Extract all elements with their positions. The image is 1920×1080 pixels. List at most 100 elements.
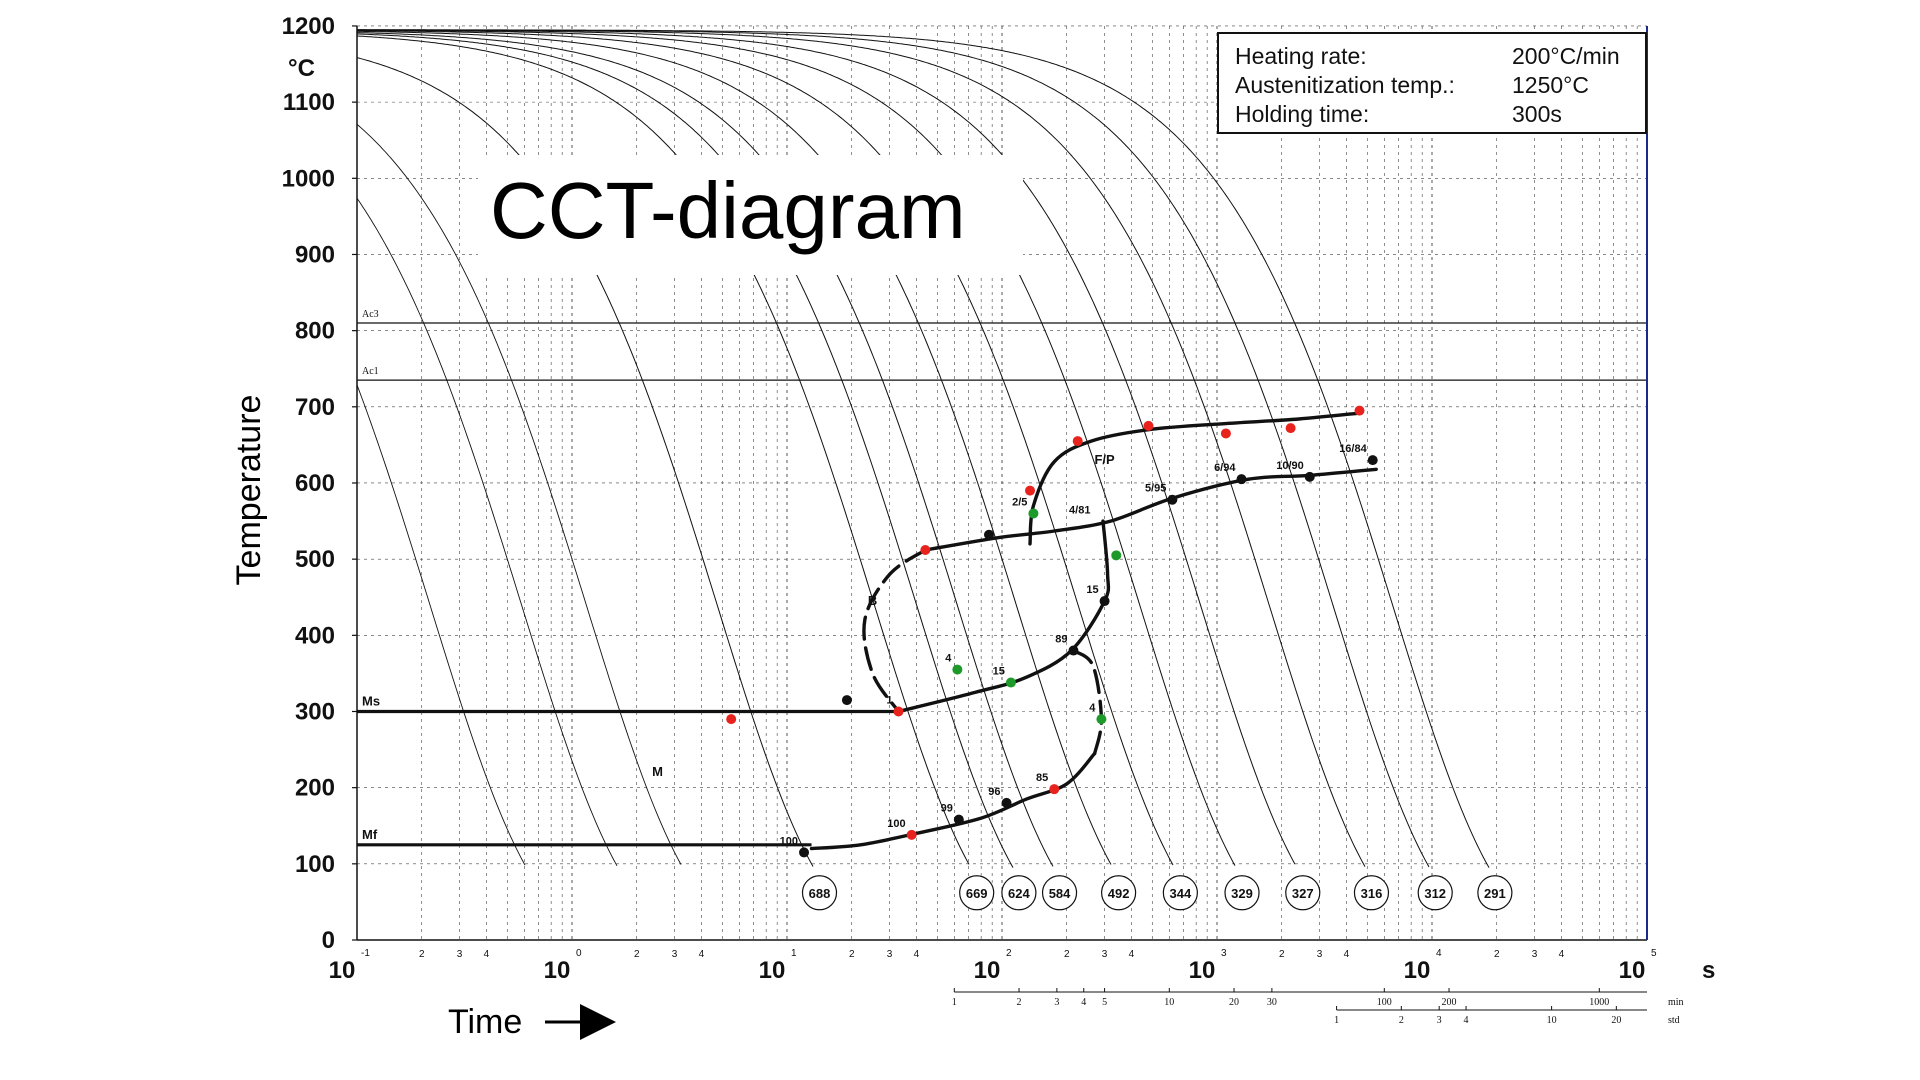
marker-label: 96 xyxy=(988,786,1000,798)
x-axis-title: Time xyxy=(448,1003,522,1041)
grid-layer xyxy=(356,25,1647,940)
hardness-circle xyxy=(1417,875,1453,911)
marker-mid-point xyxy=(952,664,963,675)
info-label-heating-rate: Heating rate: xyxy=(1235,43,1367,69)
cooling-curve-327 xyxy=(357,29,1296,865)
cooling-curve-291 xyxy=(357,29,1490,868)
x-decade-exponent: 4 xyxy=(1436,948,1442,959)
y-tick-label: 1200 xyxy=(282,13,335,40)
x-decade-exponent: 5 xyxy=(1651,948,1657,959)
cooling-curve-344 xyxy=(357,30,1174,866)
minutes-label: 200 xyxy=(1442,997,1457,1008)
marker-end-point xyxy=(1167,494,1178,505)
marker-end-point xyxy=(799,847,810,858)
x-minor-label: 4 xyxy=(699,949,705,960)
hours-unit: std xyxy=(1668,1015,1680,1026)
marker-label: 1 xyxy=(886,694,892,706)
marker-start-point xyxy=(726,714,737,725)
cooling-curve-fast-1 xyxy=(357,384,526,866)
x-axis-unit: s xyxy=(1702,957,1715,984)
hardness-circle xyxy=(1353,875,1390,911)
marker-end-point xyxy=(1099,596,1110,607)
marker-end-point xyxy=(1001,797,1012,808)
marker-start-point xyxy=(906,829,917,840)
title-banner xyxy=(478,155,1023,275)
hours-label: 3 xyxy=(1437,1015,1442,1026)
reference-lines: Ac3 Ac1 Ms Mf xyxy=(357,309,1647,847)
minutes-label: 5 xyxy=(1102,997,1107,1008)
marker-start-point xyxy=(893,706,904,717)
y-axis-title: Temperature xyxy=(230,395,268,586)
hardness-value: 329 xyxy=(1231,886,1253,901)
marker-label: 85 xyxy=(1036,772,1048,784)
hardness-value: 344 xyxy=(1170,886,1192,901)
marker-label: 4 xyxy=(1089,702,1096,714)
hardness-circle xyxy=(1224,875,1260,911)
minutes-label: 1000 xyxy=(1589,997,1609,1008)
boundary-5 xyxy=(809,751,1097,851)
marker-label: 2/5 xyxy=(1012,496,1027,508)
y-tick-label: 1100 xyxy=(283,89,335,116)
marker-label: 5/95 xyxy=(1145,483,1166,495)
marker-label: 100 xyxy=(887,818,905,830)
cooling-curve-584 xyxy=(357,32,1054,867)
x-minor-label: 3 xyxy=(887,949,893,960)
x-decade-label: 10 xyxy=(329,957,356,984)
marker-start-point xyxy=(1049,784,1060,795)
marker-mid-point xyxy=(1111,550,1122,561)
marker-label: 10/90 xyxy=(1276,460,1304,472)
hardness-value: 688 xyxy=(809,886,831,901)
marker-start-point xyxy=(1072,436,1083,447)
phase-label-m: M xyxy=(652,764,663,779)
y-tick-label: 600 xyxy=(295,470,335,497)
y-tick-label: 100 xyxy=(295,851,335,878)
marker-label: 6/94 xyxy=(1214,462,1236,474)
minutes-label: 30 xyxy=(1267,997,1277,1008)
phase-label-b: B xyxy=(868,593,877,608)
x-decade-exponent: 1 xyxy=(791,948,797,959)
marker-end-point xyxy=(1304,471,1315,482)
marker-end-point xyxy=(983,529,994,540)
x-decade-label: 10 xyxy=(544,957,571,984)
hours-label: 20 xyxy=(1611,1015,1621,1026)
info-value-heating-rate: 200°C/min xyxy=(1512,43,1620,69)
x-decade-label: 10 xyxy=(974,957,1001,984)
x-decade-label: 10 xyxy=(1619,957,1646,984)
x-decade-exponent: 3 xyxy=(1221,948,1227,959)
hardness-circle xyxy=(801,875,838,911)
x-minor-label: 4 xyxy=(1344,949,1350,960)
marker-label: 4 xyxy=(945,653,952,665)
marker-end-point xyxy=(1068,645,1079,656)
marker-mid-point xyxy=(1096,714,1107,725)
hardness-circle xyxy=(1285,875,1321,911)
cooling-curves xyxy=(357,29,1490,868)
cooling-curve-fast-2 xyxy=(357,197,618,867)
axes-layer: 0100200300400500600700800900100011001200… xyxy=(282,13,1684,1026)
x-minor-label: 3 xyxy=(1532,949,1538,960)
x-minor-label: 2 xyxy=(1279,949,1285,960)
hours-label: 2 xyxy=(1399,1015,1404,1026)
hardness-circle xyxy=(1477,875,1513,911)
hardness-circles: 688 669 624 584 492 344 329 327 316 312 291 xyxy=(801,875,1513,911)
hardness-value: 291 xyxy=(1484,886,1506,901)
cooling-curve-492 xyxy=(357,30,1112,865)
y-axis-unit: °C xyxy=(288,55,315,82)
x-minor-label: 2 xyxy=(1064,949,1070,960)
hardness-value: 316 xyxy=(1361,886,1383,901)
y-tick-label: 800 xyxy=(295,318,335,345)
info-label-austenitization: Austenitization temp.: xyxy=(1235,72,1455,98)
ref-label-mf: Mf xyxy=(362,827,378,842)
x-minor-label: 3 xyxy=(672,949,678,960)
ref-label-ac1: Ac1 xyxy=(362,366,379,377)
x-minor-label: 3 xyxy=(457,949,463,960)
ref-label-ms: Ms xyxy=(362,693,380,708)
x-decade-exponent: 2 xyxy=(1006,948,1012,959)
data-markers: 100 1 100 4 99 15 96 2/5 85 89 15 4 5/95 6/94 10/90 16/… xyxy=(726,405,1378,858)
y-tick-label: 0 xyxy=(322,927,335,954)
hardness-circle xyxy=(959,875,995,911)
hardness-circle xyxy=(1041,875,1078,911)
info-value-austenitization: 1250°C xyxy=(1512,72,1589,98)
y-tick-label: 1000 xyxy=(282,165,335,192)
hours-label: 1 xyxy=(1334,1015,1339,1026)
